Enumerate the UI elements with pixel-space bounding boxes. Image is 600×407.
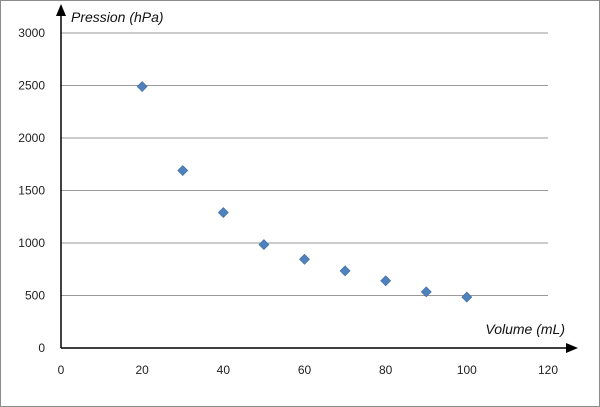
y-tick-label: 1500 (18, 184, 45, 198)
axes (56, 4, 578, 353)
y-axis-arrow (56, 4, 66, 16)
x-tick-label: 60 (298, 363, 312, 377)
x-tick-label: 40 (217, 363, 231, 377)
x-tick-label: 100 (457, 363, 477, 377)
data-points (136, 81, 473, 303)
y-tick-label: 0 (38, 341, 45, 355)
y-tick-label: 2000 (18, 131, 45, 145)
y-tick-label: 500 (25, 289, 45, 303)
x-tick-label: 80 (379, 363, 393, 377)
data-point (177, 165, 189, 176)
y-tick-labels: 0 500 1000 1500 2000 2500 3000 (18, 26, 45, 355)
y-axis-title: Pression (hPa) (71, 9, 164, 25)
data-point (258, 239, 270, 250)
data-point (339, 265, 351, 277)
data-point (136, 81, 148, 92)
data-point (380, 275, 392, 287)
x-axis-arrow (566, 343, 578, 353)
x-tick-label: 120 (538, 363, 558, 377)
y-tick-label: 1000 (18, 236, 45, 250)
y-tick-label: 3000 (18, 26, 45, 40)
data-point (299, 253, 310, 265)
data-point (420, 286, 432, 298)
data-point (217, 207, 229, 218)
y-tick-label: 2500 (18, 79, 45, 93)
x-axis-title: Volume (mL) (485, 321, 565, 337)
x-tick-label: 0 (58, 363, 65, 377)
data-point (461, 291, 473, 303)
x-tick-labels: 0 20 40 60 80 100 120 (58, 363, 559, 377)
x-tick-label: 20 (135, 363, 149, 377)
